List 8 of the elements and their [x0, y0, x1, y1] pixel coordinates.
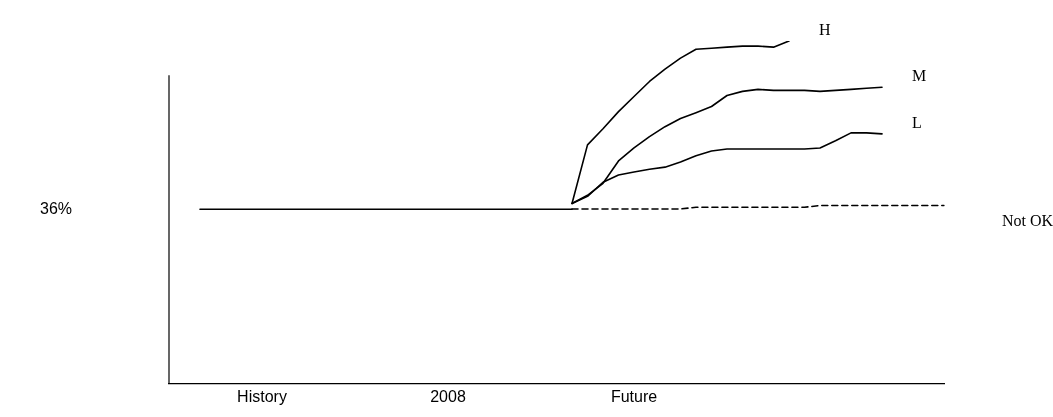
x-tick-label: 2008 [430, 387, 466, 405]
x-tick-label: Future [610, 387, 658, 405]
text: Not OK [1002, 211, 1053, 229]
series-label: L [912, 114, 922, 132]
text: 36% [40, 200, 73, 218]
x-tick-label: History [237, 387, 287, 405]
series-label: H [819, 21, 831, 39]
series-label: M [912, 67, 927, 85]
